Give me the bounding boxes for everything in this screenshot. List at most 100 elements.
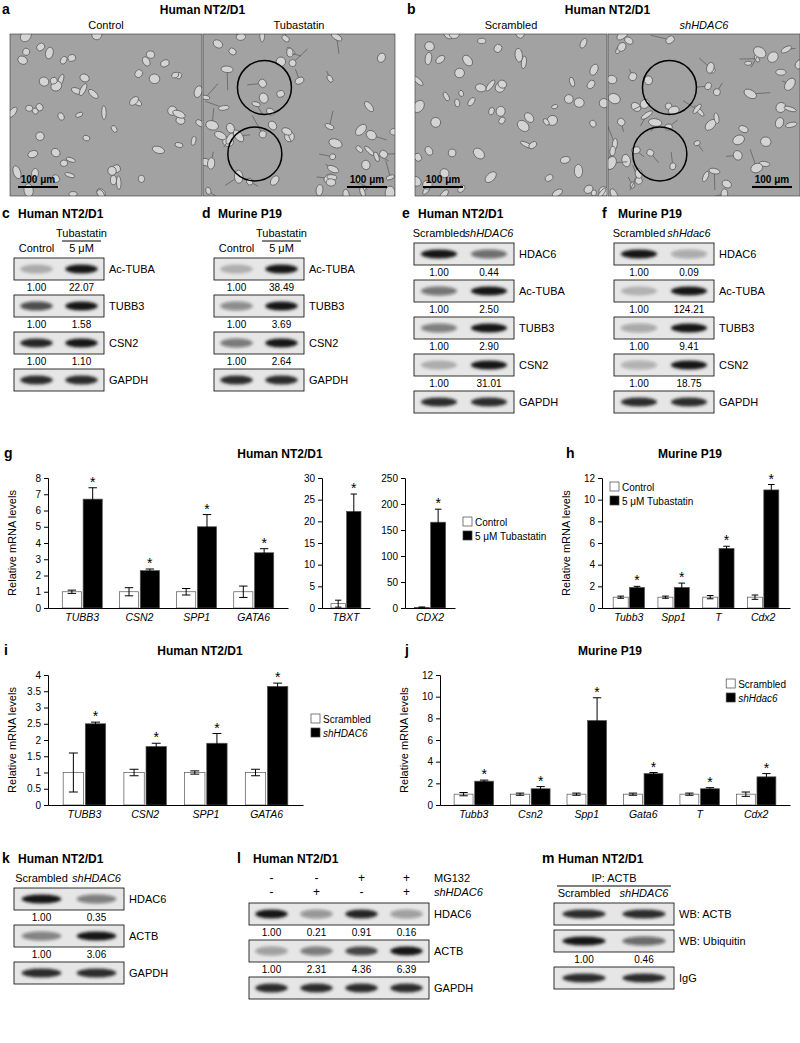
- blot-row-label: TUBB3: [719, 322, 754, 334]
- cell: [783, 105, 797, 113]
- y-tick: 2: [589, 581, 602, 592]
- quantification-label: 3.06: [87, 949, 107, 960]
- legend: Scrambled shHDAC6: [311, 714, 371, 739]
- highlight-circle: [642, 60, 696, 114]
- significance-mark: *: [594, 684, 600, 700]
- quantification-label: 2.50: [479, 304, 499, 315]
- y-tick-mark: [436, 740, 440, 741]
- y-tick: 0: [427, 800, 440, 811]
- cell: [257, 78, 268, 90]
- cell: [495, 106, 505, 117]
- blot-row-label: ACTB: [129, 930, 158, 942]
- y-tick-label: 7: [35, 489, 41, 500]
- y-tick-label: 250: [381, 473, 398, 484]
- bar: [140, 571, 159, 608]
- cell: [79, 73, 91, 84]
- blot-row: WB: ACTB: [554, 903, 732, 925]
- condition-sign: +: [403, 871, 410, 885]
- cell: [236, 34, 246, 41]
- error-cap: [536, 790, 544, 791]
- blot-band: [345, 947, 377, 956]
- blot-frame: [14, 332, 104, 354]
- x-tick-label: TBXT: [333, 611, 361, 623]
- blot-band: [671, 250, 707, 259]
- legend-swatch: [311, 728, 320, 737]
- bars: [454, 698, 776, 805]
- lane-label: Scrambled: [413, 227, 466, 239]
- blot-row: ACTB1.003.06: [14, 925, 158, 960]
- cell: [515, 118, 531, 134]
- error-cap: [419, 608, 426, 609]
- cell: [59, 55, 68, 65]
- legend-entry: shHDAC6: [311, 728, 368, 739]
- y-tick: 4: [589, 559, 602, 570]
- y-tick-mark: [401, 530, 405, 531]
- blot-band: [77, 932, 117, 941]
- blot-row-label: CSN2: [719, 359, 748, 371]
- condition-sign: +: [358, 871, 365, 885]
- cell: [765, 50, 780, 65]
- significance-mark: *: [764, 760, 770, 776]
- error-cap: [351, 528, 357, 529]
- lane-label: Scrambled: [558, 887, 611, 899]
- y-tick-mark: [44, 527, 48, 528]
- legend-entry: Scrambled: [311, 714, 371, 725]
- panel-label: d: [202, 205, 211, 221]
- blot-row: CSN21.0031.01: [414, 354, 548, 389]
- legend-entry: 5 μM Tubastatin: [610, 496, 693, 507]
- blot-row-label: IgG: [679, 972, 697, 984]
- blot-row-label: TUBB3: [519, 322, 554, 334]
- bar: [680, 794, 699, 805]
- cell: [492, 43, 503, 54]
- panel-label: i: [4, 642, 8, 658]
- bar: [207, 743, 227, 805]
- y-axis-line: [401, 479, 406, 609]
- quantification-label: 2.31: [307, 964, 327, 975]
- cell: [483, 170, 498, 185]
- x-tick-label: CSN2: [125, 611, 153, 623]
- y-tick: 2.5: [27, 718, 48, 729]
- x-axis-line: [49, 608, 289, 609]
- blot-band: [300, 984, 332, 993]
- error-cap: [752, 595, 759, 596]
- y-tick-label: 5: [35, 521, 41, 532]
- cell: [731, 133, 746, 146]
- blot-row-label: GAPDH: [129, 967, 168, 979]
- blot-frame: [14, 295, 104, 317]
- cell: [423, 40, 436, 53]
- blot-row: Ac-TUBA1.0022.07: [14, 258, 156, 293]
- cell: [749, 162, 764, 175]
- legend-label: Control: [475, 517, 507, 528]
- cell: [471, 146, 486, 161]
- y-tick-label: 10: [584, 494, 596, 505]
- cell: [608, 188, 619, 196]
- lane-group-label: Tubastatin: [256, 227, 307, 239]
- x-axis-line: [323, 608, 371, 609]
- y-tick-mark: [401, 608, 405, 609]
- blot-frame: [554, 967, 674, 989]
- cell: [82, 134, 90, 141]
- y-tick: 2: [35, 570, 48, 581]
- y-tick-label: 3.5: [27, 686, 41, 697]
- cell: [193, 85, 202, 99]
- bar: [703, 597, 718, 608]
- lane-label: 5 μM: [69, 242, 94, 254]
- cell: [713, 112, 720, 124]
- bar-chart: hMurine P19024681012Tubb3Spp1TCdx2****Re…: [560, 445, 791, 623]
- blot-panel: cHuman NT2/D1ControlTubastatin5 μMAc-TUB…: [2, 205, 156, 391]
- micrograph-frame: [415, 34, 607, 196]
- cell: [742, 87, 758, 101]
- y-tick-mark: [436, 697, 440, 698]
- cell: [738, 124, 750, 134]
- y-tick-mark: [44, 511, 48, 512]
- legend-label: Scrambled: [323, 714, 371, 725]
- bar: [719, 548, 734, 608]
- legend-label: 5 μM Tubastatin: [475, 531, 546, 542]
- panel-label: f: [602, 205, 607, 221]
- legend-entry: Control: [463, 517, 507, 528]
- cell: [721, 179, 733, 190]
- y-tick-mark: [598, 478, 602, 479]
- y-tick-label: 0: [427, 800, 433, 811]
- legend-entry: Scrambled: [726, 679, 786, 690]
- blot-band: [622, 937, 665, 946]
